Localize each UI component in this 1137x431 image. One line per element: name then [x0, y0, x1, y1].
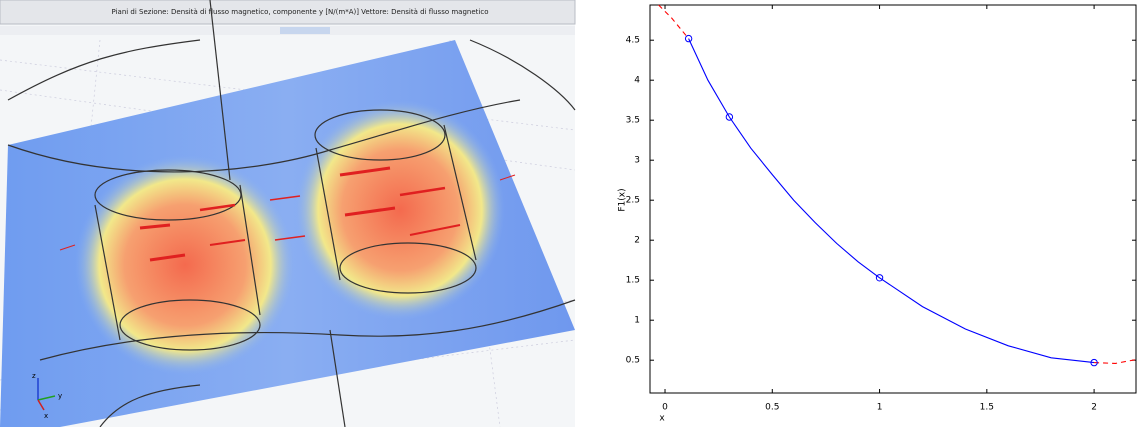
triad-label: x: [44, 412, 48, 420]
x-tick-label: 0.5: [765, 403, 779, 413]
y-tick-label: 1: [634, 316, 640, 326]
y-tick-label: 1.5: [626, 276, 640, 286]
curve: [689, 39, 1094, 363]
y-tick-label: 3.5: [626, 116, 640, 126]
x-tick-label: 1.5: [980, 403, 994, 413]
header-title: Piani di Sezione: Densità di flusso magn…: [112, 8, 489, 16]
simulation-view: Piani di Sezione: Densità di flusso magn…: [0, 0, 575, 427]
x-tick-label: 1: [877, 403, 883, 413]
x-tick-label: 2: [1091, 403, 1097, 413]
scroll-thumb[interactable]: [280, 27, 330, 34]
y-tick-label: 2.5: [626, 196, 640, 206]
screen: Piani di Sezione: Densità di flusso magn…: [0, 0, 1137, 427]
curve: [1094, 359, 1137, 363]
page: Piani di Sezione: Densità di flusso magn…: [0, 0, 1137, 431]
x-axis-label: x: [659, 414, 665, 424]
field-hot-1: [75, 155, 295, 375]
y-tick-label: 2: [634, 236, 640, 246]
curve: [659, 5, 689, 39]
plot-frame: [650, 5, 1136, 393]
x-tick-label: 0: [662, 403, 668, 413]
y-tick-label: 4: [634, 76, 640, 86]
triad-label: z: [32, 372, 36, 380]
y-tick-label: 3: [634, 156, 640, 166]
triad-label: y: [58, 392, 62, 400]
y-tick-label: 4.5: [626, 36, 640, 46]
field-hot-2: [295, 100, 505, 320]
y-tick-label: 0.5: [626, 356, 640, 366]
